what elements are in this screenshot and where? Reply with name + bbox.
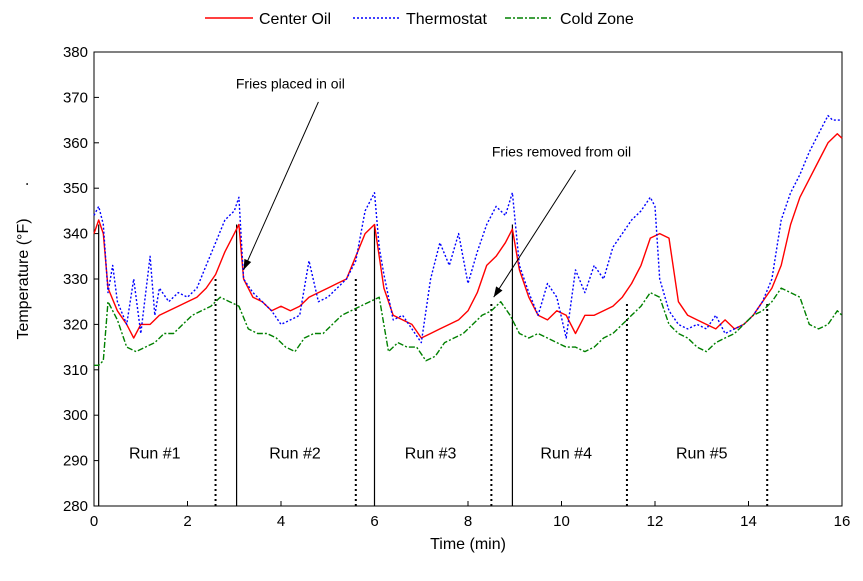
x-tick-label: 6: [370, 513, 378, 530]
x-tick-label: 16: [834, 513, 851, 530]
x-tick-label: 4: [277, 513, 285, 530]
run-boundary-lines: [98, 224, 769, 506]
x-tick-label: 14: [740, 513, 757, 530]
legend-label-center-oil: Center Oil: [259, 11, 331, 28]
x-tick-label: 2: [183, 513, 191, 530]
y-tick-label: 300: [63, 407, 88, 424]
y-tick-label: 350: [63, 180, 88, 197]
annotation-text: Fries placed in oil: [236, 75, 345, 91]
x-axis-title: Time (min): [430, 536, 506, 553]
y-tick-label: 370: [63, 89, 88, 106]
run-label: Run #5: [676, 446, 728, 463]
annotation-text: Fries removed from oil: [492, 143, 631, 159]
y-axis-title-dot: .: [15, 182, 32, 186]
annotation-arrow: [493, 169, 576, 298]
x-tick-label: 10: [553, 513, 570, 530]
y-tick-label: 380: [63, 44, 88, 61]
series-line-center-oil: [93, 132, 843, 339]
annotations: Fries placed in oil Fries removed from oi…: [236, 75, 631, 298]
annotation-arrowhead: [493, 286, 503, 298]
y-axis: 280 290 300 310 320 330 340 350 360 370 380: [63, 44, 99, 515]
y-tick-label: 320: [63, 316, 88, 333]
x-tick-label: 8: [464, 513, 472, 530]
annotation-arrowhead: [243, 258, 252, 270]
plot-frame: [93, 51, 843, 507]
legend-label-cold-zone: Cold Zone: [560, 11, 634, 28]
y-tick-label: 360: [63, 135, 88, 152]
y-tick-label: 310: [63, 362, 88, 379]
legend-label-thermostat: Thermostat: [406, 11, 487, 28]
run-labels: Run #1 Run #2 Run #3 Run #4 Run #5: [129, 446, 728, 463]
y-tick-label: 340: [63, 226, 88, 243]
x-tick-label: 12: [647, 513, 664, 530]
run-label: Run #2: [269, 446, 321, 463]
y-tick-label: 330: [63, 271, 88, 288]
run-label: Run #4: [540, 446, 592, 463]
y-tick-label: 290: [63, 453, 88, 470]
run-label: Run #3: [405, 446, 457, 463]
series-line-cold-zone: [94, 287, 843, 366]
y-tick-label: 280: [63, 498, 88, 515]
x-axis: 0 2 4 6 8 10 12 14 16: [90, 501, 851, 530]
x-tick-label: 0: [90, 513, 98, 530]
series-lines: [93, 114, 843, 366]
run-label: Run #1: [129, 446, 181, 463]
series-line-thermostat: [93, 114, 842, 344]
y-axis-title: Temperature (°F): [15, 218, 32, 339]
legend: Center Oil Thermostat Cold Zone: [205, 11, 634, 28]
annotation-arrow: [243, 101, 319, 271]
